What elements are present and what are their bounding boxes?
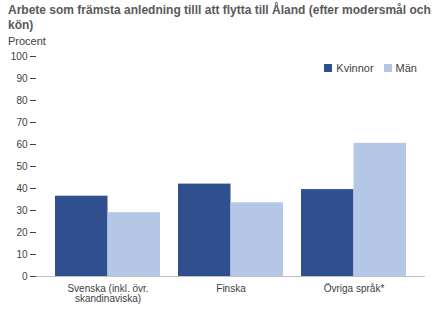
svg-text:40: 40 <box>16 183 28 194</box>
svg-text:60: 60 <box>16 139 28 150</box>
svg-text:10: 10 <box>16 249 28 260</box>
html-text:Procent: Procent <box>8 35 46 47</box>
html-text:Arbete som främsta anledning t: Arbete som främsta anledning tilll att f… <box>8 3 431 32</box>
svg-text:70: 70 <box>16 117 28 128</box>
svg-text:20: 20 <box>16 227 28 238</box>
svg-text:30: 30 <box>16 205 28 216</box>
svg-text:100: 100 <box>11 51 28 62</box>
svg-text:50: 50 <box>16 161 28 172</box>
svg-text:Svenska (inkl. övr.skandinavis: Svenska (inkl. övr.skandinaviska) <box>67 283 148 304</box>
html-text:Kvinnor: Kvinnor <box>336 62 374 74</box>
svg-text:0: 0 <box>22 271 28 282</box>
svg-text:80: 80 <box>16 95 28 106</box>
svg-text:90: 90 <box>16 73 28 84</box>
svg-text:Övriga språk*: Övriga språk* <box>324 283 385 294</box>
svg-text:Finska: Finska <box>216 283 246 294</box>
html-text:Män: Män <box>395 62 417 74</box>
